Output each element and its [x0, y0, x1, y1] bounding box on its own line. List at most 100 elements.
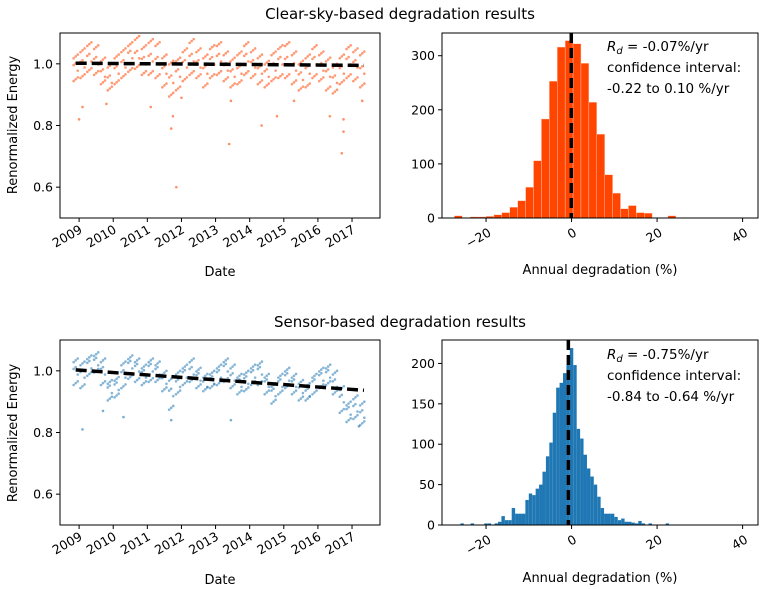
- rd-subscript: d: [616, 46, 623, 57]
- data-point: [149, 71, 153, 75]
- data-point: [231, 58, 234, 61]
- data-point: [242, 373, 246, 376]
- data-point: [358, 66, 362, 70]
- data-point: [360, 84, 364, 87]
- data-point: [265, 84, 269, 87]
- data-point: [270, 385, 273, 389]
- data-point: [258, 365, 262, 369]
- data-point: [320, 372, 323, 375]
- data-point: [326, 68, 330, 71]
- data-point: [94, 45, 98, 49]
- data-point: [188, 41, 191, 45]
- data-point: [317, 53, 321, 57]
- data-point: [270, 402, 273, 405]
- data-point: [197, 74, 200, 78]
- data-point: [126, 361, 130, 365]
- data-point: [267, 385, 271, 389]
- data-point: [352, 60, 355, 64]
- histogram-bar: [620, 208, 629, 218]
- data-point: [251, 48, 255, 52]
- data-point: [326, 365, 330, 368]
- data-point: [108, 384, 112, 387]
- histogram-bar: [528, 493, 533, 525]
- data-point: [217, 381, 221, 385]
- data-point: [103, 357, 107, 360]
- histogram-bar: [504, 520, 509, 525]
- histogram-bar: [597, 496, 601, 525]
- ci-label: confidence interval:: [607, 368, 741, 384]
- data-point: [128, 375, 132, 379]
- data-point: [108, 87, 112, 90]
- data-point: [222, 79, 226, 83]
- outlier-point: [175, 185, 178, 189]
- y-tick-label: 0.8: [33, 118, 53, 133]
- data-point: [263, 392, 266, 396]
- ci-label: confidence interval:: [607, 60, 741, 76]
- data-point: [315, 389, 318, 392]
- histogram-bar: [614, 516, 618, 525]
- data-point: [154, 367, 157, 371]
- outlier-point: [122, 415, 125, 419]
- data-point: [178, 56, 182, 59]
- data-point: [294, 385, 298, 389]
- data-point: [311, 57, 314, 61]
- data-point: [247, 382, 250, 386]
- histogram-bar: [535, 488, 540, 525]
- data-point: [253, 66, 257, 69]
- data-point: [96, 44, 100, 47]
- data-point: [279, 55, 282, 59]
- data-point: [156, 74, 159, 78]
- data-point: [206, 72, 209, 75]
- data-point: [163, 388, 166, 391]
- x-tick-label: 40: [729, 532, 750, 553]
- data-point: [208, 76, 212, 80]
- data-point: [292, 81, 296, 84]
- data-point: [188, 360, 191, 364]
- data-point: [163, 65, 166, 68]
- data-point: [167, 379, 171, 383]
- data-point: [199, 379, 202, 383]
- data-point: [120, 50, 123, 54]
- data-point: [171, 81, 175, 85]
- data-point: [147, 41, 150, 45]
- histogram-bar: [509, 206, 518, 218]
- data-point: [72, 63, 75, 67]
- outlier-point: [328, 114, 332, 118]
- data-point: [354, 58, 357, 62]
- rd-annotation: Rd = -0.75%/yr: [607, 347, 709, 365]
- data-point: [167, 95, 171, 98]
- data-point: [106, 399, 110, 402]
- data-point: [256, 367, 260, 371]
- data-point: [244, 371, 248, 374]
- data-point: [328, 56, 332, 59]
- data-point: [356, 410, 359, 413]
- data-point: [249, 50, 253, 54]
- data-point: [140, 47, 144, 51]
- data-point: [94, 352, 98, 356]
- data-point: [199, 366, 202, 370]
- data-point: [76, 69, 80, 72]
- data-point: [272, 400, 275, 403]
- data-point: [342, 79, 346, 82]
- histogram-bar: [501, 212, 510, 218]
- data-point: [149, 378, 153, 382]
- x-tick-label: 2014: [220, 222, 255, 251]
- data-point: [356, 413, 359, 417]
- data-point: [340, 409, 344, 413]
- data-point: [147, 73, 150, 77]
- data-point: [324, 89, 328, 92]
- data-point: [113, 66, 116, 70]
- data-point: [279, 45, 282, 49]
- data-point: [103, 79, 107, 82]
- data-point: [72, 360, 75, 364]
- histogram-bar: [604, 174, 613, 218]
- data-point: [76, 76, 80, 79]
- data-point: [217, 365, 221, 368]
- x-tick-label: 2012: [152, 222, 187, 251]
- data-point: [290, 53, 294, 57]
- data-point: [115, 65, 118, 68]
- data-point: [131, 56, 134, 60]
- data-point: [251, 368, 255, 372]
- x-tick-label: 2009: [50, 529, 85, 558]
